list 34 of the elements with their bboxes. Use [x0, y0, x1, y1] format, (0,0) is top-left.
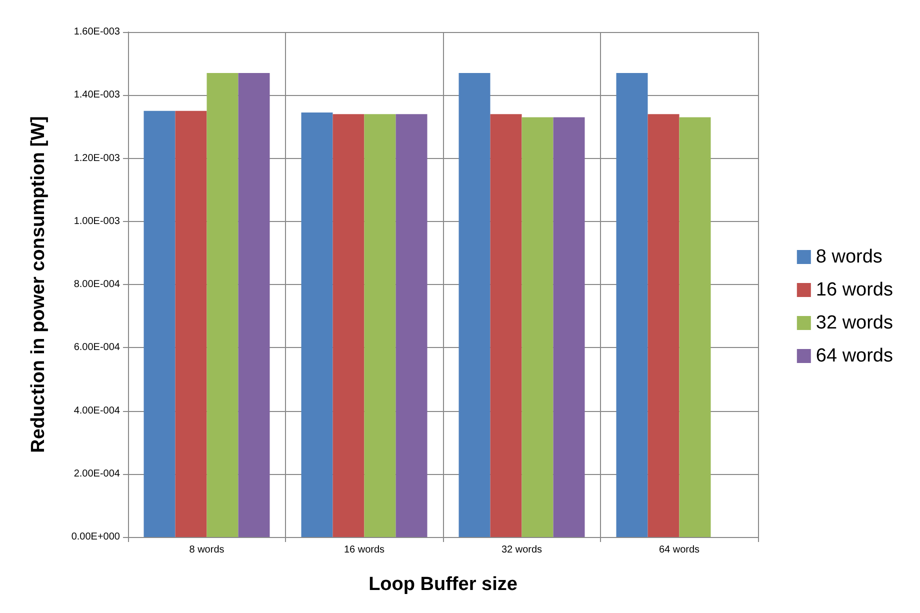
bar: [238, 73, 270, 537]
y-tick-label: 1.20E-003: [74, 152, 120, 164]
y-tick-label: 1.40E-003: [74, 90, 120, 101]
bar: [144, 110, 176, 537]
bar: [396, 114, 428, 537]
bar: [648, 114, 680, 537]
y-tick-label: 1.60E-003: [74, 26, 120, 38]
bar: [553, 117, 585, 537]
legend-label: 16 words: [816, 280, 894, 300]
x-tick-label: 16 words: [344, 544, 385, 556]
x-axis-title: Loop Buffer size: [368, 574, 518, 595]
bar: [522, 117, 554, 537]
y-tick-label: 8.00E-004: [74, 279, 120, 290]
bar: [301, 112, 333, 537]
bar: [364, 114, 396, 537]
y-tick-label: 1.00E-003: [74, 216, 120, 227]
y-tick-label: 4.00E-004: [74, 405, 120, 416]
x-tick-label: 32 words: [501, 544, 542, 556]
y-tick-label: 0.00E+000: [71, 532, 120, 542]
bar: [206, 73, 238, 537]
y-axis-title: Reduction in power consumption [W]: [28, 116, 49, 453]
x-tick-label: 8 words: [189, 544, 224, 556]
bar: [175, 110, 207, 537]
y-tick-label: 2.00E-004: [74, 468, 120, 480]
legend-label: 32 words: [816, 312, 894, 334]
bar: [616, 73, 648, 537]
bar: [679, 117, 711, 537]
legend-label: 64 words: [816, 346, 894, 366]
legend-label: 8 words: [816, 246, 882, 268]
x-tick-label: 64 words: [658, 544, 700, 556]
bar: [458, 73, 490, 537]
bar: [332, 114, 364, 537]
y-tick-label: 6.00E-004: [74, 342, 120, 354]
bar: [490, 114, 522, 537]
